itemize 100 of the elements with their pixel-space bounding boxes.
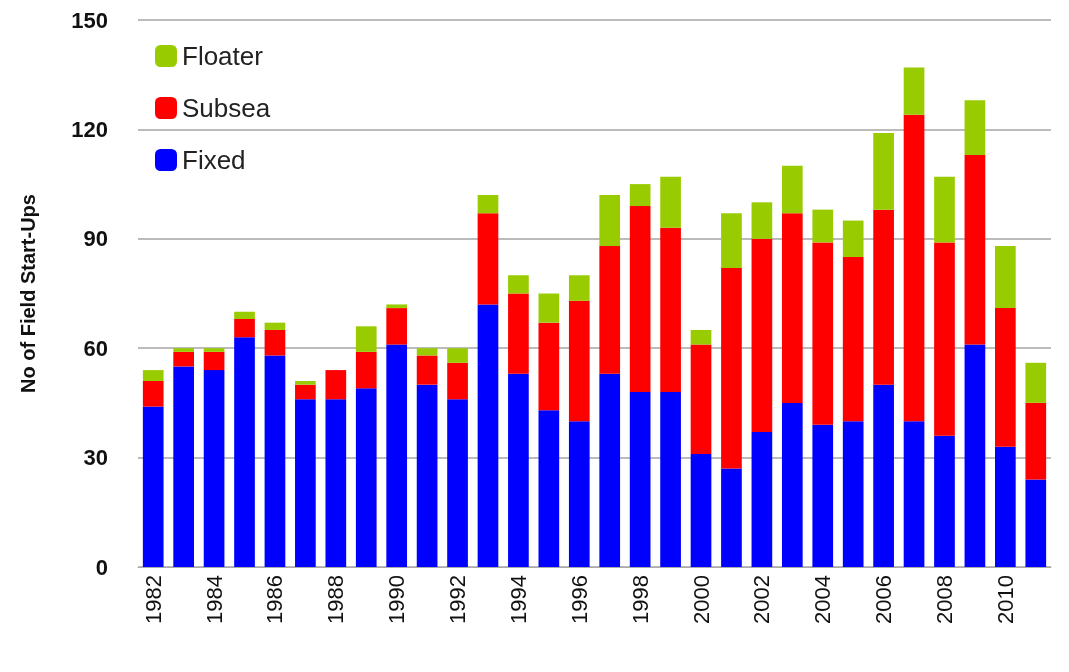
y-tick-label: 0: [95, 554, 108, 580]
bar: [386, 304, 408, 309]
bar: [295, 399, 316, 567]
x-tick-label: 2000: [688, 575, 714, 624]
x-tick-label: 2008: [931, 575, 957, 624]
x-tick-label: 1984: [201, 575, 227, 624]
x-tick-label: 1998: [627, 575, 653, 624]
bar: [781, 165, 803, 214]
bar: [355, 388, 377, 567]
bar: [142, 381, 164, 407]
bar: [1025, 362, 1047, 403]
bar: [1025, 402, 1047, 480]
bar: [142, 370, 164, 382]
bar: [934, 242, 955, 436]
bar: [203, 370, 225, 567]
bar: [264, 329, 286, 356]
bar: [447, 362, 468, 400]
bar: [416, 384, 438, 567]
bar: [721, 213, 742, 268]
bar: [812, 209, 834, 243]
bar: [477, 304, 499, 567]
bar: [1025, 479, 1047, 567]
x-tick-label: 1986: [262, 575, 288, 624]
x-tick-label: 1994: [505, 575, 531, 624]
x-tick-label: 2002: [749, 575, 775, 624]
legend-label: Floater: [182, 41, 264, 71]
bar: [234, 311, 255, 320]
bar: [903, 67, 925, 115]
bar: [660, 176, 681, 228]
bar: [447, 348, 468, 363]
bar: [538, 322, 560, 411]
bar: [264, 355, 286, 567]
bar: [264, 322, 286, 330]
bar: [751, 238, 773, 433]
bar: [690, 453, 712, 567]
bar: [295, 384, 316, 400]
bar: [325, 370, 347, 400]
bar: [477, 195, 499, 214]
bar: [538, 293, 560, 323]
bar: [599, 195, 621, 247]
bar: [142, 406, 164, 567]
bar: [842, 421, 864, 567]
legend-label: Subsea: [182, 93, 271, 123]
y-tick-label: 30: [83, 445, 108, 471]
x-tick-label: 1982: [140, 575, 166, 624]
bar: [812, 424, 834, 567]
bar: [355, 351, 377, 389]
bar: [812, 242, 834, 425]
bar: [416, 348, 438, 356]
bar: [568, 421, 590, 567]
bar: [386, 308, 408, 345]
x-tick-label: 2006: [871, 575, 897, 624]
bar: [995, 446, 1016, 567]
bar: [964, 344, 986, 567]
bar: [629, 391, 651, 567]
y-axis-title: No of Field Start-Ups: [17, 194, 39, 393]
bar: [660, 227, 681, 392]
bar: [660, 391, 681, 567]
bar: [995, 308, 1016, 447]
bar: [538, 410, 560, 567]
legend-label: Fixed: [182, 145, 246, 175]
y-tick-label: 90: [83, 226, 108, 252]
bar: [508, 293, 529, 374]
bar: [568, 300, 590, 422]
bar: [842, 220, 864, 258]
x-tick-label: 2010: [992, 575, 1018, 624]
bar: [873, 133, 894, 210]
bar: [568, 275, 590, 301]
bar: [203, 348, 225, 352]
bar: [355, 326, 377, 352]
bar: [295, 381, 316, 385]
y-tick-label: 150: [71, 7, 108, 33]
bar: [903, 114, 925, 422]
bar: [964, 100, 986, 155]
bar: [751, 202, 773, 239]
bar: [934, 176, 955, 243]
bar: [386, 344, 408, 567]
bar: [629, 205, 651, 392]
bar: [721, 468, 742, 567]
bar: [995, 246, 1016, 309]
x-tick-label: 1996: [566, 575, 592, 624]
x-tick-label: 2004: [810, 575, 836, 624]
bar: [173, 366, 194, 567]
bar: [203, 351, 225, 371]
y-tick-label: 60: [83, 335, 108, 361]
bar: [173, 348, 194, 352]
bar: [721, 267, 742, 469]
bar: [842, 257, 864, 422]
bar: [416, 355, 438, 385]
bar: [173, 351, 194, 367]
bar: [629, 184, 651, 206]
bar: [508, 275, 529, 294]
bar: [690, 329, 712, 345]
bar: [234, 319, 255, 338]
bar: [781, 402, 803, 567]
bar: [447, 399, 468, 567]
bar: [325, 399, 347, 567]
bar: [599, 246, 621, 374]
bar: [234, 337, 255, 567]
bar: [690, 344, 712, 454]
